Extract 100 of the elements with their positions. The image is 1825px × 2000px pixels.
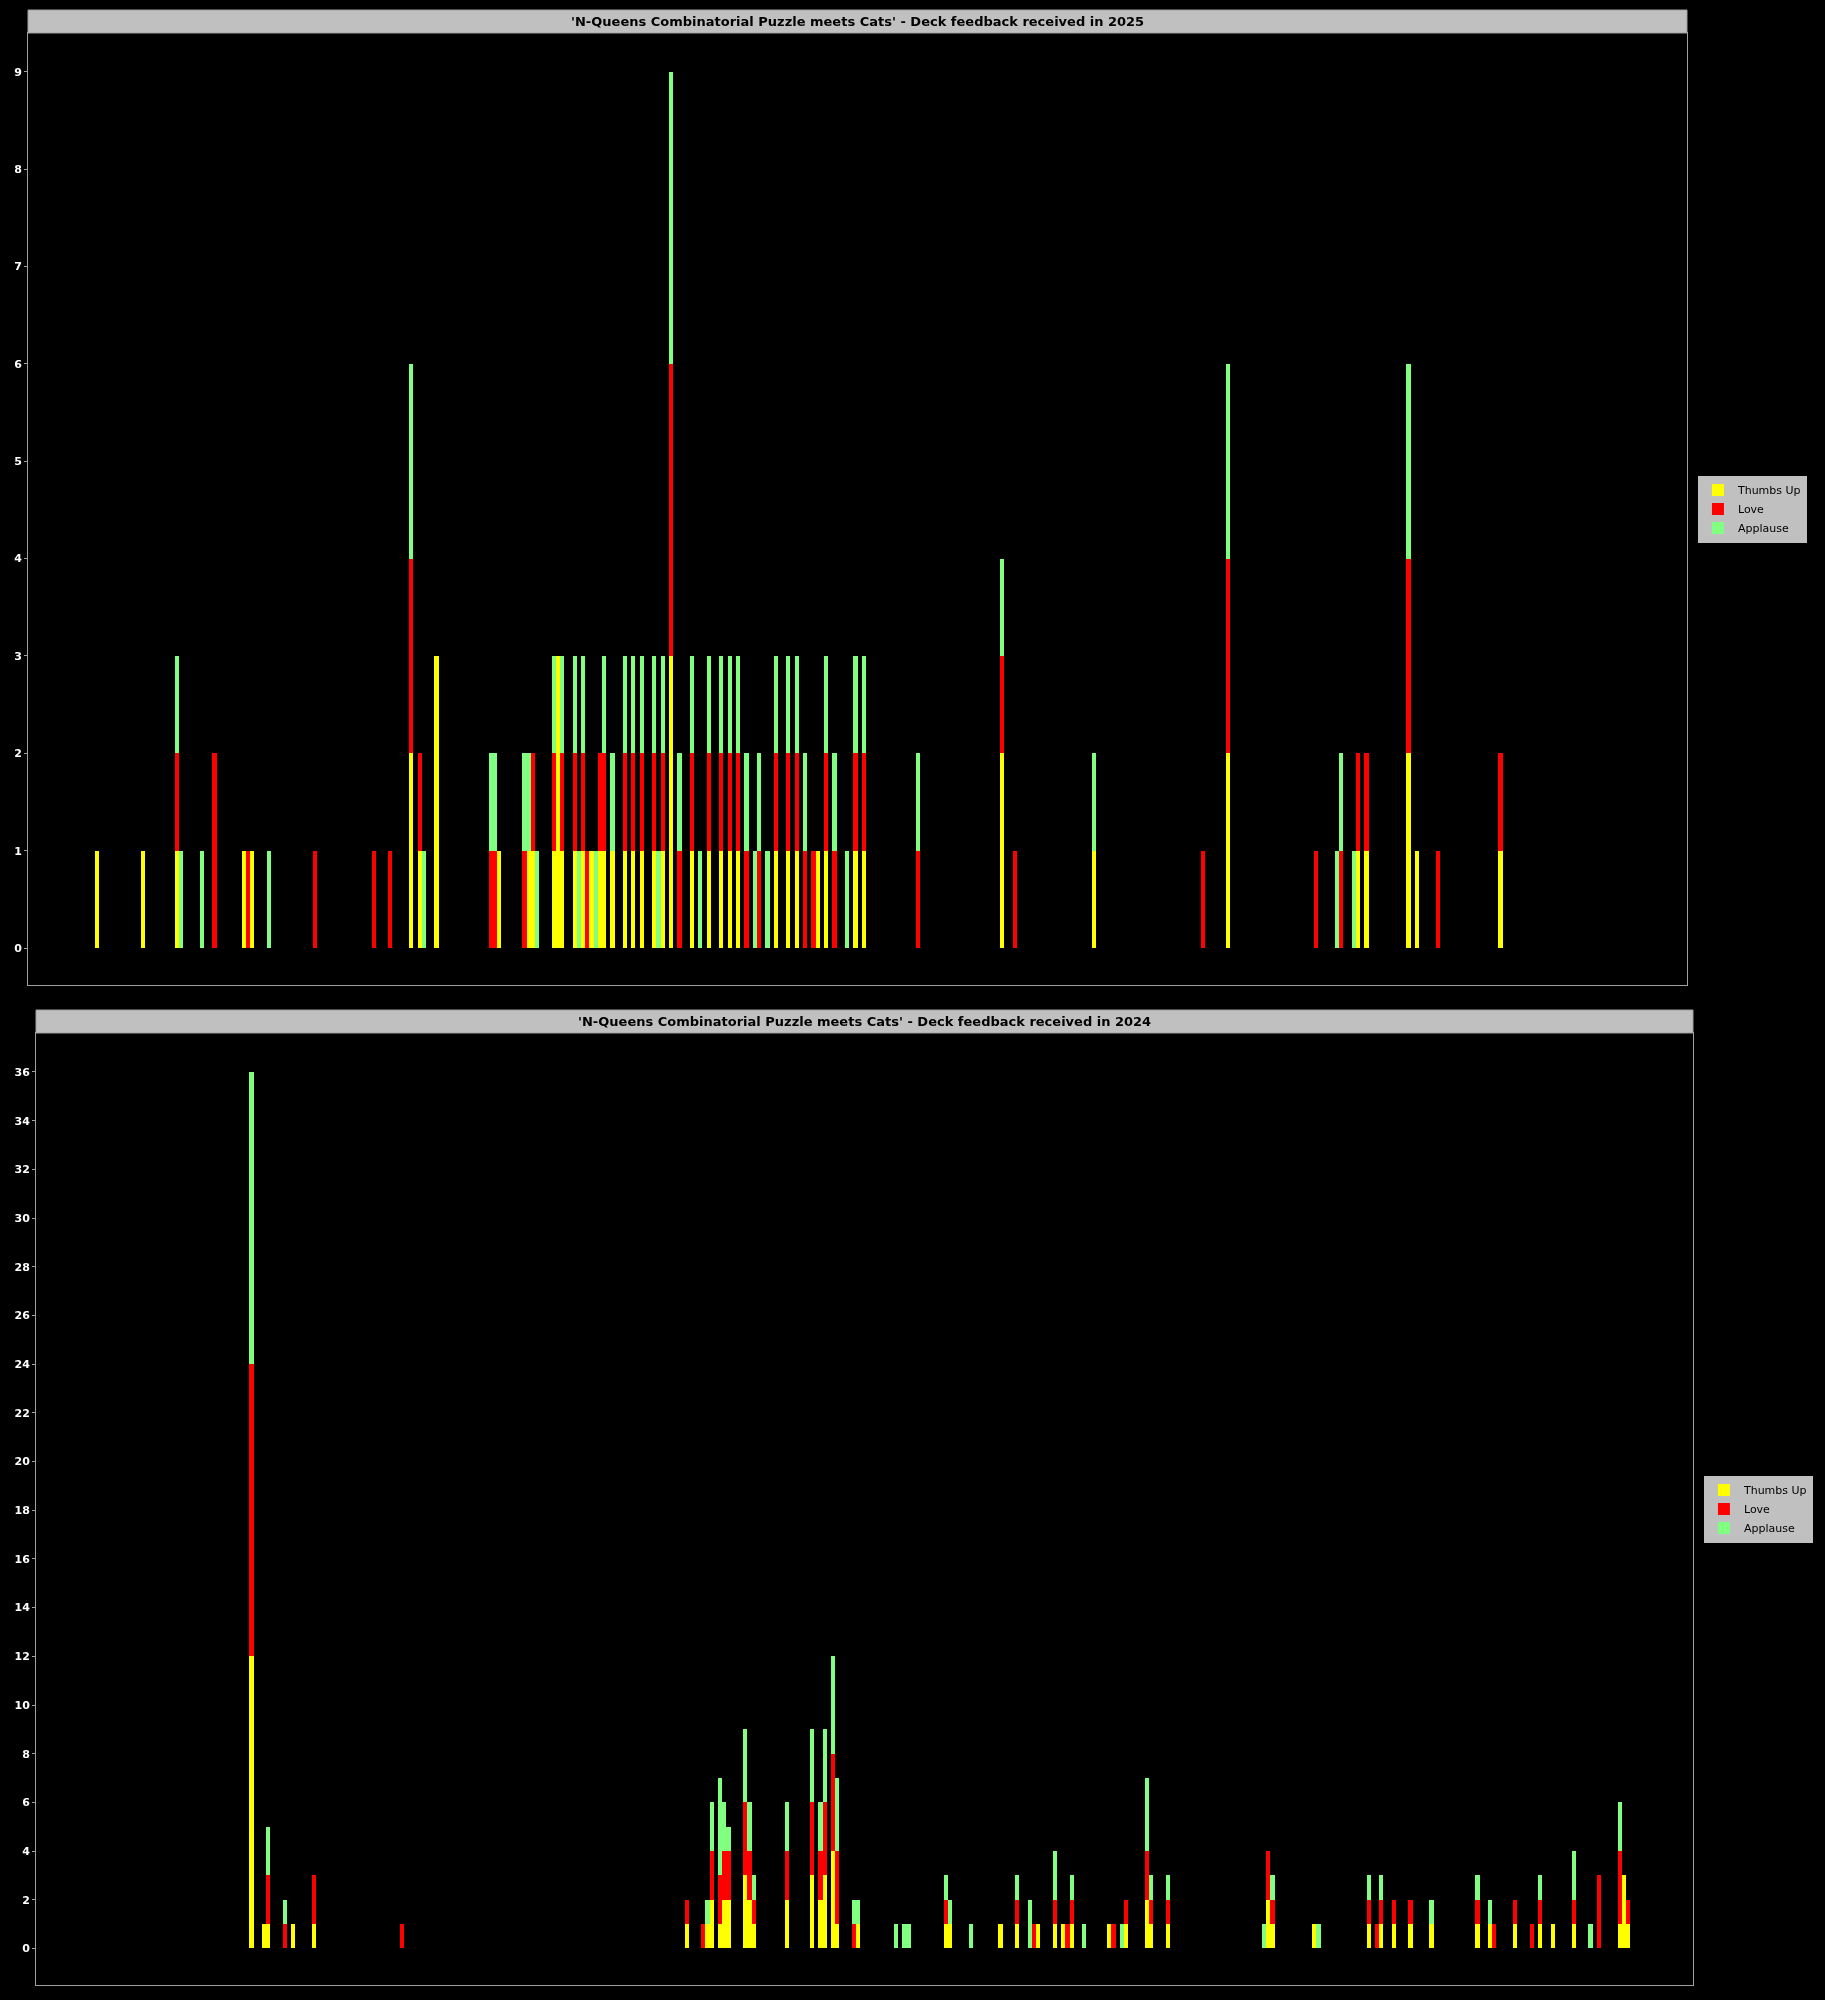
bar xyxy=(1538,1900,1542,1924)
bar xyxy=(1015,1900,1019,1924)
bar xyxy=(313,851,317,948)
bar xyxy=(677,851,682,948)
bar xyxy=(669,656,673,948)
bar xyxy=(728,851,732,948)
bar xyxy=(312,1875,316,1924)
bar xyxy=(560,753,564,851)
y-tick-label: 0 xyxy=(22,1942,31,1956)
bar xyxy=(707,753,711,851)
bar xyxy=(824,851,828,948)
bar xyxy=(661,656,665,753)
bar xyxy=(818,1802,823,1851)
bar xyxy=(669,364,673,656)
bar xyxy=(845,851,849,948)
bar xyxy=(1000,656,1004,753)
bar xyxy=(1028,1900,1032,1948)
bar xyxy=(1392,1924,1396,1948)
bar xyxy=(1120,1924,1124,1948)
bar xyxy=(312,1924,316,1948)
bar xyxy=(522,753,527,851)
bar xyxy=(862,656,866,753)
bar xyxy=(690,656,694,753)
bar xyxy=(531,851,535,948)
bar xyxy=(1270,1875,1275,1900)
y-tick-label: 14 xyxy=(14,1601,31,1615)
bar xyxy=(1032,1924,1036,1948)
bar xyxy=(631,656,635,753)
bar xyxy=(250,851,254,948)
bar xyxy=(1107,1924,1111,1948)
y-tick-label: 10 xyxy=(14,1698,31,1712)
bar xyxy=(1364,753,1369,851)
bar xyxy=(853,753,858,851)
bar xyxy=(577,851,581,948)
bar xyxy=(598,851,602,948)
bar xyxy=(1149,1900,1153,1924)
bar xyxy=(1408,1900,1413,1924)
bar xyxy=(581,656,585,753)
bar xyxy=(610,753,615,851)
bar xyxy=(372,851,376,948)
bar xyxy=(266,1875,270,1924)
bar xyxy=(774,851,778,948)
bar xyxy=(1145,1900,1149,1948)
y-tick-label: 22 xyxy=(14,1406,30,1420)
bar xyxy=(1488,1924,1492,1948)
bar xyxy=(669,72,673,364)
bar xyxy=(602,851,606,948)
bar xyxy=(1015,1875,1019,1900)
bar xyxy=(1356,753,1360,851)
bar xyxy=(1082,1924,1086,1948)
bar xyxy=(752,1900,756,1924)
bar xyxy=(698,851,702,948)
y-tick-label: 30 xyxy=(14,1211,31,1225)
bar xyxy=(894,1924,898,1948)
bar xyxy=(862,851,866,948)
bar xyxy=(853,656,858,753)
bar xyxy=(1572,1851,1576,1900)
bar xyxy=(810,1875,814,1948)
bar xyxy=(640,753,644,851)
bar xyxy=(1316,1924,1321,1948)
legend-label: Love xyxy=(1743,1503,1771,1517)
bar xyxy=(661,753,665,851)
bar xyxy=(531,753,535,851)
bar xyxy=(1379,1875,1383,1900)
bar xyxy=(835,1851,839,1924)
bar xyxy=(785,1900,789,1948)
bar xyxy=(249,1072,254,1364)
bar xyxy=(1166,1924,1170,1948)
y-tick-label: 2 xyxy=(22,1893,30,1907)
bar xyxy=(852,1924,856,1948)
bar xyxy=(747,1802,752,1851)
bar xyxy=(585,851,589,948)
bar xyxy=(803,753,807,851)
bar xyxy=(736,656,740,753)
bar xyxy=(631,851,635,948)
bar xyxy=(707,656,711,753)
bar xyxy=(1475,1924,1480,1948)
bar xyxy=(785,1851,789,1900)
bar xyxy=(853,851,858,948)
y-tick-label: 4 xyxy=(14,552,23,566)
legend-label: Applause xyxy=(1737,522,1789,536)
bar xyxy=(1070,1924,1074,1948)
bar xyxy=(824,656,828,753)
bar xyxy=(95,851,99,948)
bar xyxy=(1538,1924,1542,1948)
bar xyxy=(1270,1900,1275,1924)
bar xyxy=(1201,851,1205,948)
bar xyxy=(753,851,757,948)
y-tick-label: 26 xyxy=(14,1309,31,1323)
bar xyxy=(1226,753,1230,948)
bar xyxy=(948,1924,952,1948)
bar xyxy=(1572,1900,1576,1924)
bar xyxy=(1530,1924,1534,1948)
bar xyxy=(1597,1875,1601,1948)
bar xyxy=(1149,1875,1153,1900)
bar xyxy=(1475,1875,1480,1900)
bar xyxy=(832,851,837,948)
bar xyxy=(1379,1900,1383,1924)
bar xyxy=(535,851,539,948)
bar xyxy=(811,851,816,948)
